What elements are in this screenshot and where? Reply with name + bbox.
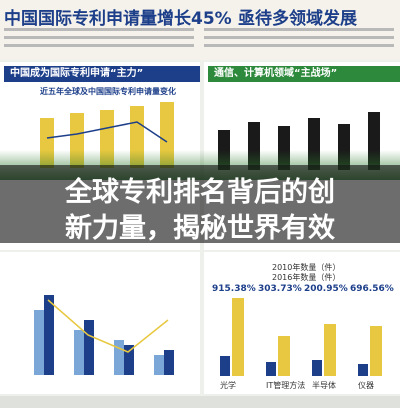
growth-label: 303.73%	[258, 284, 302, 294]
footer	[0, 396, 400, 408]
text-line	[4, 28, 194, 31]
left-heading: 中国成为国际专利申请“主力”	[4, 66, 200, 82]
right-heading: 通信、计算机领域“主战场”	[208, 66, 400, 82]
growth-label: 200.95%	[304, 284, 348, 294]
growth-label: 696.56%	[350, 284, 394, 294]
text-line	[4, 36, 194, 39]
decorative-chart	[220, 298, 382, 376]
text-line	[204, 28, 394, 31]
category-label: 半导体	[312, 381, 336, 390]
category-label: 光学	[220, 381, 236, 390]
legend-item: 2016年数量（件）	[272, 273, 341, 282]
title: 中国国际专利申请量增长45%	[4, 9, 232, 29]
legend-item: 2010年数量（件）	[272, 263, 341, 272]
text-line	[4, 44, 194, 47]
text-line	[204, 44, 394, 47]
subtitle: 亟待多领域发展	[238, 9, 357, 29]
decorative-chart	[34, 295, 174, 375]
overlay-line: 新力量，揭秘世界有效	[65, 213, 335, 244]
growth-label: 915.38%	[212, 284, 256, 294]
overlay-line: 全球专利排名背后的创	[65, 177, 335, 208]
category-label: 仪器	[358, 381, 374, 390]
category-label: IT管理方法	[266, 381, 306, 390]
chart-title: 近五年全球及中国国际专利申请量变化	[40, 87, 176, 96]
text-line	[204, 36, 394, 39]
overlay	[0, 165, 400, 243]
